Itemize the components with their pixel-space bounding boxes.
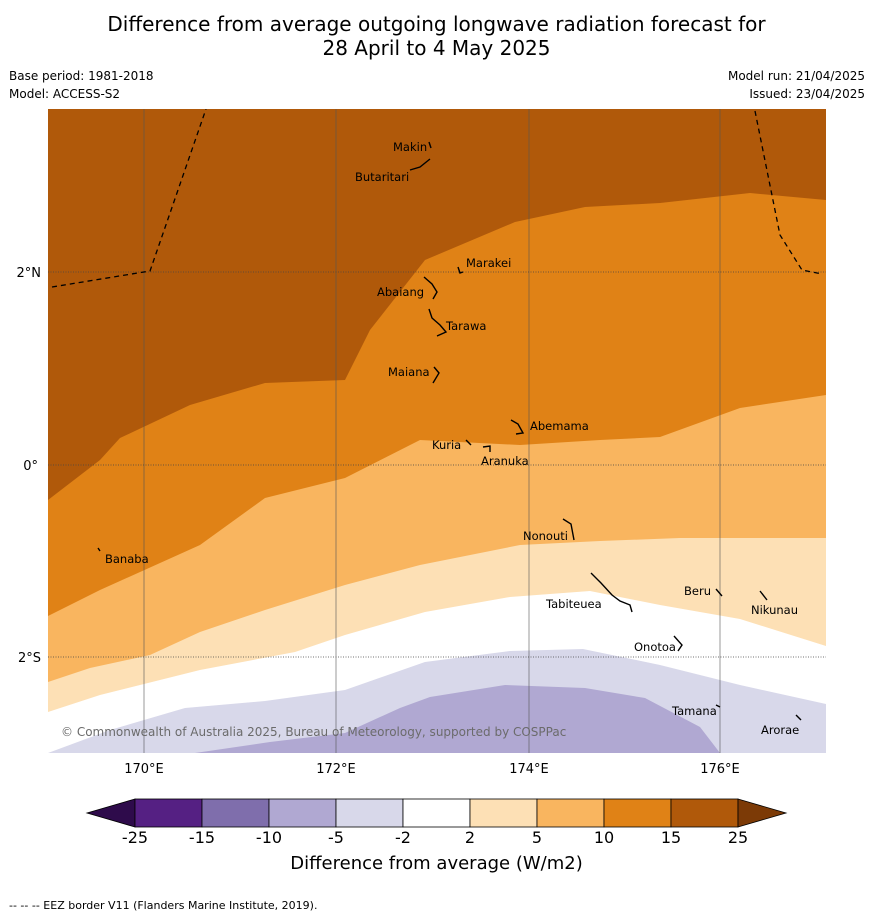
label-tabiteuea: Tabiteuea xyxy=(545,597,602,611)
island-arorae xyxy=(795,714,802,721)
island-tabiteuea xyxy=(590,572,633,613)
copyright-text: © Commonwealth of Australia 2025, Bureau… xyxy=(61,725,566,739)
label-tamana: Tamana xyxy=(671,704,717,718)
label-beru: Beru xyxy=(684,584,711,598)
eez-border xyxy=(51,109,823,288)
meta-right: Model run: 21/04/2025 Issued: 23/04/2025 xyxy=(728,67,865,103)
model-run: Model run: 21/04/2025 xyxy=(727,69,865,83)
title-line-1: Difference from average outgoing longwav… xyxy=(107,12,766,36)
colorbar-tick-label: -10 xyxy=(255,828,283,847)
island-abaiang xyxy=(423,276,438,300)
colorbar-tick-label: 2 xyxy=(464,828,476,847)
colorbar-extend-high xyxy=(737,798,788,828)
grid-lat-lines xyxy=(48,271,826,658)
model-name: Model: ACCESS-S2 xyxy=(9,87,121,101)
island-onotoa xyxy=(673,635,683,652)
island-labels: Makin Butaritari Marakei Abaiang Tarawa … xyxy=(105,140,799,737)
lat-label-0: 0° xyxy=(23,459,38,474)
island-butaritari xyxy=(409,158,431,171)
colorbar-tick-label: -25 xyxy=(121,828,149,847)
island-nikunau xyxy=(759,590,768,601)
colorbar-extend-low xyxy=(85,798,136,828)
label-banaba: Banaba xyxy=(105,552,149,566)
lon-label-176: 176°E xyxy=(700,762,740,777)
label-aranuka: Aranuka xyxy=(481,454,529,468)
label-marakei: Marakei xyxy=(466,256,511,270)
lon-label-174: 174°E xyxy=(509,762,549,777)
colorbar-tick-label: 5 xyxy=(531,828,543,847)
colorbar xyxy=(85,798,788,828)
island-abemama xyxy=(510,419,525,435)
island-aranuka xyxy=(482,445,491,452)
island-tarawa xyxy=(428,308,448,337)
colorbar-tick-label: -5 xyxy=(328,828,344,847)
colorbar-tick-label: 25 xyxy=(727,828,749,847)
band-minus10-minus5 xyxy=(195,685,720,753)
island-tamana xyxy=(715,704,721,708)
lon-label-170: 170°E xyxy=(124,762,164,777)
axis-labels: 170°E 172°E 174°E 176°E 2°N 0° 2°S xyxy=(17,266,740,777)
colorbar-tick-label: 15 xyxy=(660,828,682,847)
colorbar-segment xyxy=(201,798,270,828)
colorbar-segment xyxy=(134,798,203,828)
island-banaba xyxy=(97,547,101,552)
island-beru xyxy=(715,588,723,597)
island-marakei xyxy=(457,266,464,274)
lat-label-2s: 2°S xyxy=(18,651,41,666)
eez-border-east xyxy=(754,110,823,275)
label-onotoa: Onotoa xyxy=(634,640,676,654)
colorbar-segment xyxy=(536,798,605,828)
label-tarawa: Tarawa xyxy=(445,319,486,333)
eez-border-west xyxy=(51,109,207,288)
label-maiana: Maiana xyxy=(388,365,430,379)
label-kuria: Kuria xyxy=(432,438,461,452)
label-butaritari: Butaritari xyxy=(355,170,409,184)
colorbar-segment xyxy=(670,798,739,828)
colorbar-segment xyxy=(402,798,471,828)
label-arorae: Arorae xyxy=(761,723,799,737)
issued-date: Issued: 23/04/2025 xyxy=(749,87,865,101)
colorbar-title: Difference from average (W/m2) xyxy=(290,853,583,874)
islands xyxy=(97,141,802,721)
colorbar-segment xyxy=(268,798,337,828)
lon-label-172: 172°E xyxy=(316,762,356,777)
label-abaiang: Abaiang xyxy=(377,285,424,299)
colorbar-segment xyxy=(335,798,404,828)
colorbar-tick-label: -2 xyxy=(395,828,411,847)
meta-left: Base period: 1981-2018 Model: ACCESS-S2 xyxy=(9,67,154,103)
colorbar-segment xyxy=(603,798,672,828)
chart-title: Difference from average outgoing longwav… xyxy=(0,12,873,60)
colorbar-tick-label: 10 xyxy=(593,828,615,847)
island-maiana xyxy=(432,366,440,384)
colorbar-tick-label: -15 xyxy=(188,828,216,847)
label-abemama: Abemama xyxy=(530,419,589,433)
label-nonouti: Nonouti xyxy=(523,529,568,543)
island-kuria xyxy=(465,439,472,446)
title-line-2: 28 April to 4 May 2025 xyxy=(322,36,551,60)
grid-lines xyxy=(143,109,721,753)
colorbar-segment xyxy=(469,798,538,828)
lat-label-2n: 2°N xyxy=(17,266,42,281)
eez-footnote: -- -- -- EEZ border V11 (Flanders Marine… xyxy=(9,899,318,912)
label-makin: Makin xyxy=(393,140,427,154)
island-makin xyxy=(428,141,432,149)
label-nikunau: Nikunau xyxy=(751,603,798,617)
map-area: Makin Butaritari Marakei Abaiang Tarawa … xyxy=(48,109,826,753)
island-nonouti xyxy=(562,518,575,541)
base-period: Base period: 1981-2018 xyxy=(9,69,154,83)
